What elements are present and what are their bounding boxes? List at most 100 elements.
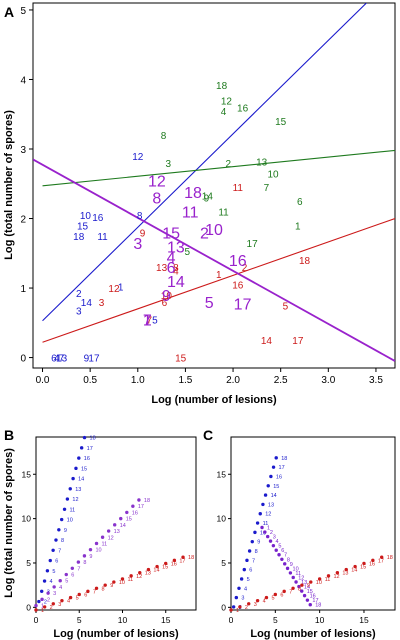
sim-point xyxy=(94,541,99,546)
sim-point xyxy=(40,589,44,593)
sim-point xyxy=(42,579,47,583)
panel-a-xtick-label: 0.0 xyxy=(36,375,50,386)
panel-xtick-label: 5 xyxy=(273,615,278,625)
panel-a-point-label: 5 xyxy=(185,247,191,258)
panel-c-plot: 0510150510152345678910111213141516171812… xyxy=(217,456,393,625)
sim-point-label: 17 xyxy=(378,558,384,564)
sim-point-label: 7 xyxy=(93,589,96,595)
sim-point-label: 9 xyxy=(110,583,113,589)
sim-point xyxy=(65,497,70,501)
panel-a-ytick-label: 5 xyxy=(20,6,26,17)
sim-point-label: 10 xyxy=(316,580,322,586)
panel-a-point-label: 8 xyxy=(152,191,161,208)
sim-point xyxy=(79,446,84,450)
sim-point-label: 4 xyxy=(50,579,53,585)
sim-point-label: 2 xyxy=(245,605,248,611)
panel-a-xtick-label: 3.5 xyxy=(369,375,383,386)
sim-point-label: 1 xyxy=(267,525,270,531)
sim-point-label: 15 xyxy=(81,466,87,472)
sim-point-label: 11 xyxy=(325,577,331,583)
sim-point xyxy=(58,579,62,583)
panel-b-frame xyxy=(35,436,197,611)
sim-point xyxy=(42,605,47,609)
sim-point-label: 1 xyxy=(41,608,44,614)
sim-point-label: 11 xyxy=(70,507,76,513)
panel-a-point-label: 17 xyxy=(292,336,304,347)
panel-a-point-label: 14 xyxy=(167,274,185,291)
sim-point xyxy=(37,599,41,604)
sim-point-label: 12 xyxy=(136,574,142,580)
sim-point-label: 16 xyxy=(132,510,138,516)
panel-a-point-label: 18 xyxy=(216,81,228,92)
sim-point xyxy=(362,561,366,566)
sim-point xyxy=(45,569,50,573)
panel-xtick-label: 15 xyxy=(161,615,171,625)
sim-point-label: 5 xyxy=(278,544,281,550)
sim-point-label: 10 xyxy=(119,580,125,586)
panel-xtick-label: 10 xyxy=(315,615,325,625)
panel-ytick-label: 15 xyxy=(22,469,32,479)
panel-a-point-label: 7 xyxy=(143,312,152,329)
sim-point xyxy=(64,572,68,577)
sim-point-label: 18 xyxy=(315,603,321,609)
sim-point-label: 12 xyxy=(298,575,304,581)
panel-a-point-label: 15 xyxy=(275,117,287,128)
panel-xtick-label: 0 xyxy=(229,615,234,625)
panel-a-point-label: 15 xyxy=(77,221,89,232)
sim-point xyxy=(305,598,310,602)
sim-point-label: 8 xyxy=(298,586,301,592)
sim-point xyxy=(34,603,38,608)
sim-point-label: 11 xyxy=(263,521,269,527)
sim-point-label: 16 xyxy=(276,474,282,480)
sim-point-label: 4 xyxy=(67,599,70,605)
sim-point xyxy=(300,589,304,593)
sim-point xyxy=(181,555,185,559)
sim-point xyxy=(77,456,81,460)
sim-point xyxy=(250,539,254,544)
sim-point-label: 18 xyxy=(188,555,194,561)
sim-point-label: 14 xyxy=(351,568,357,574)
panel-a-point-label: 13 xyxy=(256,158,268,169)
sim-point xyxy=(125,510,129,515)
panel-a-point-label: 9 xyxy=(162,288,171,305)
sim-point xyxy=(242,567,246,572)
panel-a-point-label: 15 xyxy=(175,354,187,365)
panel-a-point-label: 8 xyxy=(137,211,143,222)
panel-a-ytick-label: 0 xyxy=(20,354,26,365)
panel-a-point-label: 10 xyxy=(80,211,92,222)
panel-c-letter: C xyxy=(203,427,213,443)
panel-a-point-label: 16 xyxy=(229,253,247,270)
sim-point xyxy=(51,548,55,552)
panel-a-point-label: 2 xyxy=(76,289,82,300)
sim-point xyxy=(60,598,64,603)
panel-a-letter: A xyxy=(4,4,14,20)
sim-point xyxy=(234,595,239,600)
sim-point-label: 5 xyxy=(65,579,68,585)
sim-point-label: 10 xyxy=(293,566,299,572)
sim-point xyxy=(245,558,249,563)
panel-xtick-label: 15 xyxy=(359,615,369,625)
sim-point-label: 9 xyxy=(64,528,67,534)
sim-point xyxy=(71,476,75,481)
sim-point xyxy=(46,591,50,595)
panel-a-point-label: 18 xyxy=(184,185,202,202)
sim-point-label: 4 xyxy=(59,585,62,591)
panel-a-xtick-label: 2.5 xyxy=(274,375,288,386)
sim-point xyxy=(146,567,151,572)
panel-a-point-label: 17 xyxy=(234,296,252,313)
panel-ytick-label: 10 xyxy=(217,514,227,524)
panel-a-point-label: 4 xyxy=(54,354,60,365)
sim-point-label: 8 xyxy=(287,557,290,563)
panel-a-point-label: 6 xyxy=(297,197,303,208)
sim-point-label: 5 xyxy=(247,577,250,583)
panel-a-point-label: 10 xyxy=(205,222,223,239)
panel-a-point-label: 6 xyxy=(167,260,176,277)
panel-a-point-label: 11 xyxy=(182,205,199,222)
panel-a-point-label: 12 xyxy=(132,152,144,163)
sim-point-label: 4 xyxy=(244,586,247,592)
panel-ytick-label: 15 xyxy=(217,469,227,479)
sim-point xyxy=(302,593,307,598)
sim-point-label: 8 xyxy=(61,538,64,544)
panel-a-point-label: 1 xyxy=(295,221,301,232)
sim-point xyxy=(48,558,52,563)
